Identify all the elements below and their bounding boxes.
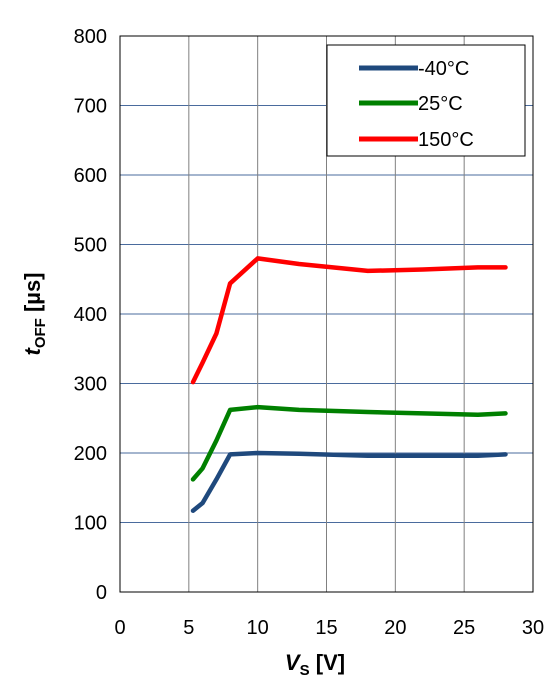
x-axis-title: VS [V]	[285, 650, 345, 679]
y-tick-label: 0	[96, 582, 107, 604]
x-tick-label: 30	[522, 617, 544, 639]
legend-label-series-1: -40°C	[418, 58, 469, 80]
series-lines	[190, 256, 508, 513]
y-axis-title: tOFF [µs]	[20, 272, 49, 355]
series-line	[190, 450, 508, 513]
legend-label-series-2: 25°C	[418, 93, 463, 115]
plot-frame	[119, 35, 534, 593]
x-tick-labels: 0 5 10 15 20 25 30	[114, 617, 544, 639]
x-tick-label: 5	[183, 617, 194, 639]
legend-label-series-3: 150°C	[418, 129, 474, 151]
y-tick-label: 400	[74, 304, 107, 326]
y-tick-label: 700	[74, 96, 107, 118]
y-tick-label: 500	[74, 235, 107, 257]
x-tick-label: 15	[315, 617, 337, 639]
series-line	[190, 256, 508, 385]
x-tick-label: 10	[247, 617, 269, 639]
y-tick-label: 100	[74, 513, 107, 535]
y-tick-label: 200	[74, 443, 107, 465]
y-tick-labels: 0 100 200 300 400 500 600 700 800	[74, 26, 107, 604]
x-tick-label: 20	[384, 617, 406, 639]
series-line	[190, 404, 508, 482]
x-tick-label: 25	[453, 617, 475, 639]
x-tick-label: 0	[114, 617, 125, 639]
y-tick-label: 300	[74, 374, 107, 396]
y-tick-label: 800	[74, 26, 107, 48]
y-tick-label: 600	[74, 165, 107, 187]
legend: -40°C 25°C 150°C	[326, 44, 526, 157]
